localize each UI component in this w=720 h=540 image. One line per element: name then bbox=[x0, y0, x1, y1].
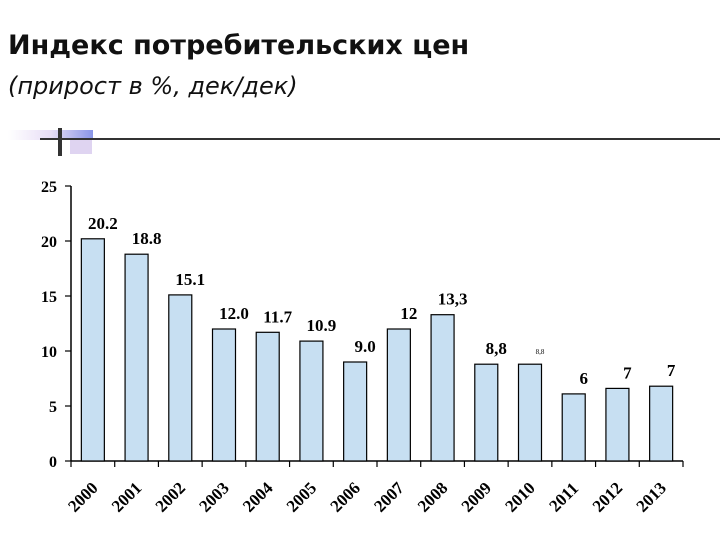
y-tick-label: 5 bbox=[49, 399, 57, 416]
y-tick-label: 25 bbox=[41, 179, 57, 196]
x-tick-label: 2002 bbox=[152, 478, 189, 515]
data-label-2011: 6 bbox=[579, 369, 588, 388]
bar-2006 bbox=[343, 361, 368, 462]
x-tick-label: 2001 bbox=[108, 478, 145, 515]
data-label-2002: 15.1 bbox=[175, 270, 205, 289]
data-label-2007: 12 bbox=[400, 304, 417, 323]
data-label-2012: 7 bbox=[623, 363, 632, 382]
x-tick-label: 2005 bbox=[283, 478, 320, 515]
decorative-divider bbox=[8, 128, 720, 156]
bar-2003 bbox=[211, 328, 237, 462]
y-tick-label: 10 bbox=[41, 344, 57, 361]
x-tick-label: 2000 bbox=[64, 478, 101, 515]
x-tick-label: 2004 bbox=[239, 478, 277, 516]
x-tick-label: 2013 bbox=[633, 478, 670, 515]
x-tick-label: 2012 bbox=[589, 478, 626, 515]
bar-2004 bbox=[255, 331, 280, 462]
data-label-2010: 8,8 bbox=[536, 348, 545, 356]
y-tick-label: 0 bbox=[49, 454, 57, 471]
chart-subtitle: (прирост в %, дек/дек) bbox=[8, 72, 298, 100]
data-label-2001: 18.8 bbox=[132, 229, 162, 248]
x-tick-label: 2006 bbox=[327, 478, 364, 515]
data-label-2004: 11.7 bbox=[263, 307, 292, 326]
x-tick-label: 2008 bbox=[414, 478, 451, 515]
bar-2010 bbox=[517, 363, 543, 462]
data-label-2003: 12.0 bbox=[219, 304, 249, 323]
x-tick-label: 2007 bbox=[370, 478, 408, 516]
bar-2005 bbox=[299, 340, 324, 462]
bar-2011 bbox=[561, 393, 586, 462]
chart-title: Индекс потребительских цен bbox=[8, 30, 470, 61]
x-tick-label: 2010 bbox=[501, 478, 538, 515]
bar-2001 bbox=[124, 253, 149, 462]
bar-2013 bbox=[649, 385, 674, 462]
bar-2002 bbox=[168, 294, 193, 462]
data-label-2009: 8,8 bbox=[486, 339, 507, 358]
data-label-2000: 20.2 bbox=[88, 214, 118, 233]
bar-2007 bbox=[386, 328, 411, 462]
y-tick-label: 20 bbox=[41, 234, 57, 251]
x-tick-label: 2009 bbox=[458, 478, 495, 515]
data-label-2006: 9.0 bbox=[355, 337, 376, 356]
x-tick-label: 2011 bbox=[545, 479, 582, 516]
data-label-2008: 13,3 bbox=[438, 290, 468, 309]
bar-2000 bbox=[80, 238, 105, 462]
y-tick-label: 15 bbox=[41, 289, 57, 306]
bar-2012 bbox=[605, 387, 630, 462]
x-tick-label: 2003 bbox=[195, 478, 232, 515]
data-label-2005: 10.9 bbox=[307, 316, 337, 335]
bar-2008 bbox=[430, 314, 455, 462]
bar-2009 bbox=[474, 363, 499, 462]
data-label-2013: 7 bbox=[667, 361, 676, 380]
